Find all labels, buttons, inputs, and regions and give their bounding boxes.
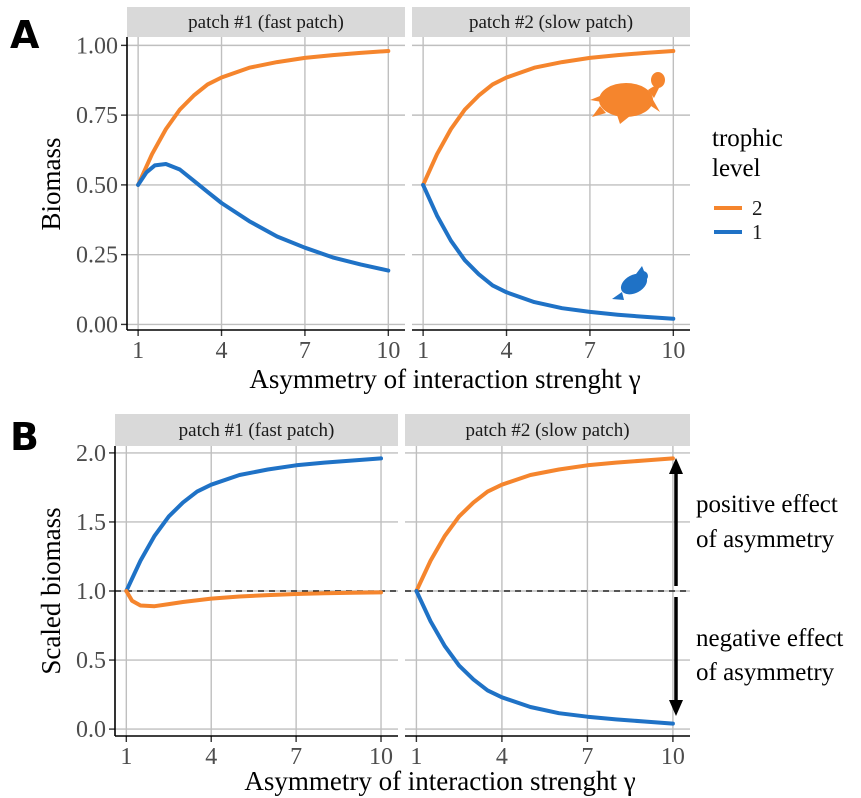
series-line-level-1 xyxy=(136,162,391,273)
series-line-level-1 xyxy=(414,589,675,726)
facet-strip xyxy=(405,414,690,446)
facet-strip xyxy=(412,7,690,37)
y-tick-label: 1.5 xyxy=(76,510,106,536)
negative-arrowhead xyxy=(669,700,683,716)
y-axis-title: Scaled biomass xyxy=(36,507,66,674)
facet-2: patch #2 (slow patch) 1 4 7 10 xyxy=(405,414,690,770)
facet-strip-label: patch #1 (fast patch) xyxy=(179,420,335,441)
x-tick-label: 10 xyxy=(661,338,685,364)
negative-effect-label-line1: negative effect xyxy=(696,625,843,652)
facet-1: patch #1 (fast patch) 0.0 0.5 1.0 1.5 2.0 1 4 7 1… xyxy=(76,414,398,770)
negative-effect-label-line2: of asymmetry xyxy=(696,659,835,686)
facet-strip xyxy=(127,7,405,37)
facet-2: patch #2 (slow patch) 1 4 7 10 xyxy=(412,7,690,364)
x-axis-title: Asymmetry of interaction strenght γ xyxy=(244,766,635,796)
facet-strip-label: patch #2 (slow patch) xyxy=(469,12,633,33)
facet-1: patch #1 (fast patch) 0.00 0.25 0.50 0.75 1.0… xyxy=(76,7,405,364)
series-line-level-2 xyxy=(421,49,676,187)
legend-title-line2: level xyxy=(712,155,761,182)
x-tick-label: 10 xyxy=(376,338,400,364)
x-tick-label: 1 xyxy=(417,338,429,364)
positive-effect-label-line2: of asymmetry xyxy=(696,526,835,553)
y-tick-label: 0.25 xyxy=(76,243,118,269)
legend-label-level-2: 2 xyxy=(752,196,763,220)
facet-strip-label: patch #1 (fast patch) xyxy=(188,12,344,33)
x-tick-label: 4 xyxy=(501,338,513,364)
y-tick-label: 1.0 xyxy=(76,579,106,605)
y-tick-label: 0.50 xyxy=(76,173,118,199)
x-tick-label: 1 xyxy=(410,744,422,770)
x-tick-label: 7 xyxy=(584,338,596,364)
x-tick-label: 10 xyxy=(661,744,685,770)
y-tick-label: 0.0 xyxy=(76,717,106,743)
x-tick-label: 1 xyxy=(132,338,144,364)
x-tick-label: 7 xyxy=(290,744,302,770)
x-tick-label: 7 xyxy=(299,338,311,364)
x-tick-label: 4 xyxy=(496,744,508,770)
x-tick-label: 1 xyxy=(120,744,132,770)
series-line-level-1 xyxy=(124,456,383,593)
legend-title-line1: trophic xyxy=(712,125,783,152)
series-line-level-2 xyxy=(124,589,383,609)
series-line-level-2 xyxy=(136,49,391,187)
panel-label-b: B xyxy=(10,415,39,459)
y-tick-label: 0.5 xyxy=(76,648,106,674)
legend-label-level-1: 1 xyxy=(752,220,763,244)
y-tick-label: 1.00 xyxy=(76,33,118,59)
x-tick-label: 10 xyxy=(369,744,393,770)
plot-area xyxy=(412,37,690,330)
panel-b-scaled-biomass: patch #1 (fast patch) 0.0 0.5 1.0 1.5 2.0 1 4 7 1… xyxy=(36,414,690,796)
turtle-silhouette-icon xyxy=(590,72,665,124)
x-tick-label: 7 xyxy=(581,744,593,770)
panel-a-biomass: patch #1 (fast patch) 0.00 0.25 0.50 0.75 1.0… xyxy=(36,7,690,394)
y-axis-title: Biomass xyxy=(36,137,66,230)
x-tick-label: 4 xyxy=(216,338,228,364)
fish-silhouette-icon xyxy=(612,266,648,300)
x-tick-label: 4 xyxy=(205,744,217,770)
facet-strip xyxy=(115,414,398,446)
y-tick-label: 2.0 xyxy=(76,441,106,467)
y-tick-label: 0.75 xyxy=(76,103,118,129)
y-tick-label: 0.00 xyxy=(76,312,118,338)
series-line-level-2 xyxy=(414,456,675,593)
positive-effect-label-line1: positive effect xyxy=(696,491,838,518)
plot-area xyxy=(127,37,405,330)
effect-annotation: positive effect of asymmetry negative ef… xyxy=(669,458,843,716)
series-line-level-1 xyxy=(421,182,676,321)
positive-arrowhead xyxy=(669,458,683,474)
x-axis-title: Asymmetry of interaction strenght γ xyxy=(249,364,640,394)
panel-label-a: A xyxy=(10,13,40,57)
legend: trophic level 2 1 xyxy=(712,125,783,244)
facet-strip-label: patch #2 (slow patch) xyxy=(465,420,629,441)
